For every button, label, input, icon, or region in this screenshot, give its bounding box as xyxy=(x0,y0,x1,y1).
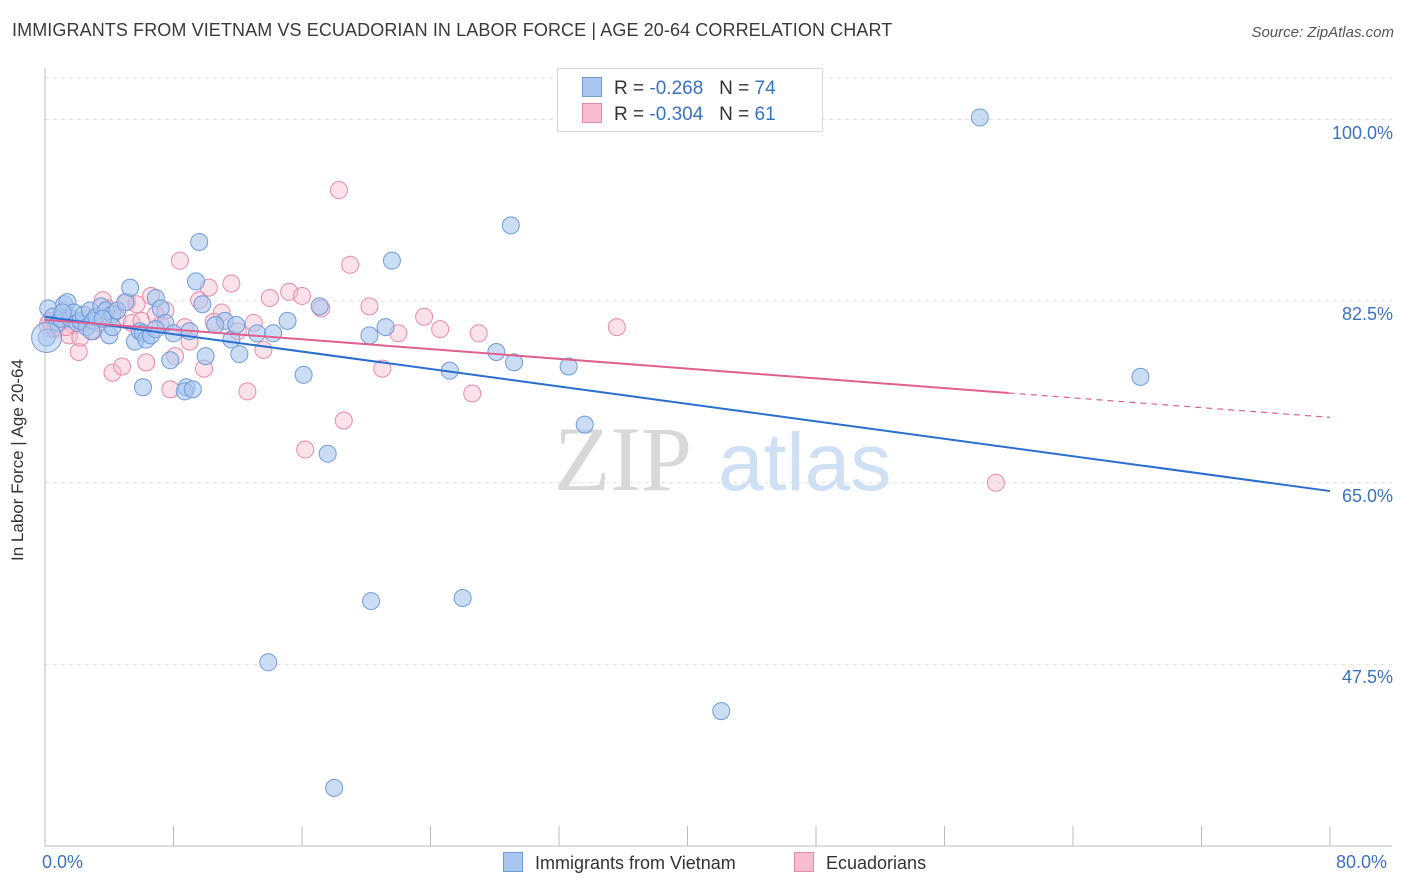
legend-swatch-vietnam xyxy=(582,77,602,97)
y-tick-label: 65.0% xyxy=(1341,485,1393,506)
vietnam-point xyxy=(712,702,731,721)
legend-n-value: 74 xyxy=(754,78,776,99)
vietnam-point xyxy=(278,311,297,330)
ecuadorians-trend-line xyxy=(44,318,1009,394)
legend-n-value: 61 xyxy=(754,104,776,125)
bottom-legend-label-vietnam: Immigrants from Vietnam xyxy=(535,853,736,873)
ecuadorians-point xyxy=(469,324,488,343)
legend-r-label: R = xyxy=(614,104,645,125)
ecuadorians-point xyxy=(170,251,189,270)
chart-title: IMMIGRANTS FROM VIETNAM VS ECUADORIAN IN… xyxy=(12,20,893,40)
vietnam-trend-line xyxy=(44,315,1331,493)
ecuadorians-point xyxy=(334,411,353,430)
y-tick-label: 82.5% xyxy=(1341,304,1393,325)
vietnam-point xyxy=(318,444,337,463)
y-tick-label: 100.0% xyxy=(1331,122,1393,143)
legend-r-value: -0.304 xyxy=(649,104,704,125)
vietnam-point xyxy=(264,324,283,343)
vietnam-point xyxy=(183,380,202,399)
vietnam-point xyxy=(505,353,524,372)
vietnam-point xyxy=(190,232,209,251)
vietnam-point xyxy=(325,778,344,797)
ecuadorians-point xyxy=(260,289,279,308)
bottom-legend-swatch-vietnam xyxy=(503,852,523,872)
ecuadorians-point xyxy=(373,359,392,378)
legend-n-label: N = xyxy=(719,104,750,125)
ecuadorians-point xyxy=(238,382,257,401)
vietnam-point xyxy=(227,316,246,335)
legend-swatch-ecuadorians xyxy=(582,103,602,123)
trend-lines xyxy=(44,315,1331,493)
vietnam-point xyxy=(193,295,212,314)
ecuadorians-point xyxy=(986,473,1005,492)
vietnam-point xyxy=(382,251,401,270)
y-tick-label: 47.5% xyxy=(1341,667,1393,688)
ecuadorians-point xyxy=(360,297,379,316)
vietnam-point xyxy=(453,588,472,607)
bottom-legend-label-ecuadorians: Ecuadorians xyxy=(826,853,927,873)
ecuadorians-point xyxy=(607,318,626,337)
vietnam-point xyxy=(559,357,578,376)
legend-row-ecuadorians: R = -0.304 N = 61 xyxy=(582,103,776,125)
ecuadorians-point xyxy=(415,307,434,326)
bottom-legend-ecuadorians: Ecuadorians xyxy=(794,852,926,874)
vietnam-point xyxy=(376,318,395,337)
vietnam-point xyxy=(196,347,215,366)
vietnam-point xyxy=(575,415,594,434)
vietnam-point xyxy=(487,342,506,361)
y-axis-label: In Labor Force | Age 20-64 xyxy=(8,359,27,561)
ecuadorians-point xyxy=(254,340,273,359)
ecuadorians-trend-line-extension xyxy=(1008,392,1331,418)
legend-row-vietnam: R = -0.268 N = 74 xyxy=(582,77,776,99)
vietnam-point-cluster xyxy=(31,321,63,353)
vietnam-point xyxy=(259,653,278,672)
watermark: ZIP atlas xyxy=(554,408,891,510)
bottom-legend-swatch-ecuadorians xyxy=(794,852,814,872)
watermark-atlas: atlas xyxy=(718,417,891,508)
bottom-legend-vietnam: Immigrants from Vietnam xyxy=(503,852,736,874)
vietnam-point xyxy=(360,326,379,345)
ecuadorians-point xyxy=(222,274,241,293)
ecuadorians-point xyxy=(103,363,122,382)
vietnam-point xyxy=(230,345,249,364)
ecuadorians-point xyxy=(113,357,132,376)
stats-legend: R = -0.268 N = 74 R = -0.304 N = 61 xyxy=(557,68,823,132)
ecuadorians-point xyxy=(293,286,311,305)
vietnam-point xyxy=(501,216,520,235)
ecuadorians-point xyxy=(137,353,156,372)
axes xyxy=(44,68,1392,847)
legend-n-label: N = xyxy=(719,78,750,99)
legend-r-label: R = xyxy=(614,78,645,99)
vietnam-point xyxy=(121,278,140,297)
vietnam-point xyxy=(186,272,205,291)
ecuadorians-point xyxy=(329,181,348,200)
vietnam-point xyxy=(310,297,329,316)
vietnam-point xyxy=(970,108,989,127)
x-tick-label-max: 80.0% xyxy=(1336,852,1388,872)
x-tick-label-min: 0.0% xyxy=(42,852,84,872)
vietnam-point xyxy=(161,351,180,370)
vietnam-point xyxy=(294,365,313,384)
ecuadorians-point xyxy=(463,384,482,403)
vietnam-point xyxy=(362,592,381,611)
vietnam-point xyxy=(1131,367,1150,386)
vietnam-point xyxy=(248,324,267,343)
source-note: Source: ZipAtlas.com xyxy=(1251,24,1394,41)
vietnam-point xyxy=(133,378,152,397)
ecuadorians-point xyxy=(341,255,360,274)
vietnam-point xyxy=(206,316,225,335)
legend-r-value: -0.268 xyxy=(649,78,704,99)
ecuadorians-point xyxy=(296,440,315,459)
ecuadorians-point xyxy=(69,342,88,361)
ecuadorians-point xyxy=(431,320,450,339)
watermark-zip: ZIP xyxy=(554,408,692,510)
